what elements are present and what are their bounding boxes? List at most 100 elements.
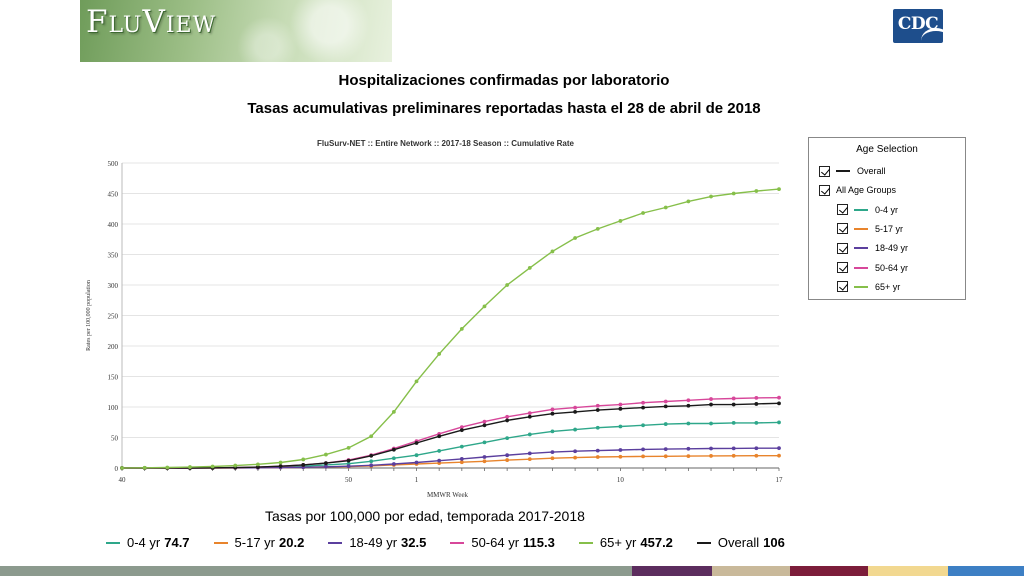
- data-point: [459, 428, 464, 433]
- data-point: [709, 421, 713, 426]
- data-point: [595, 408, 600, 412]
- legend-swatch: [836, 170, 850, 172]
- data-point: [278, 460, 283, 465]
- data-point: [391, 447, 396, 452]
- legend-swatch: [854, 285, 868, 288]
- data-point: [754, 420, 759, 425]
- summary-swatch: [106, 541, 120, 544]
- data-point: [573, 427, 578, 432]
- data-point: [686, 403, 691, 408]
- summary-swatch: [328, 541, 343, 544]
- data-point: [550, 429, 555, 434]
- summary-legend-item: 0-4 yr 74.7: [106, 535, 190, 550]
- data-point: [731, 191, 736, 196]
- data-point: [731, 453, 736, 458]
- data-point: [595, 226, 600, 231]
- legend-row[interactable]: 65+ yr: [837, 280, 900, 294]
- legend-row[interactable]: Overall: [819, 164, 886, 178]
- data-point: [754, 402, 759, 406]
- data-point: [618, 454, 623, 459]
- x-tick-label: 1: [415, 476, 419, 484]
- data-point: [686, 199, 691, 204]
- age-selection-panel: Age Selection Overall All Age Groups 0-4 y…: [808, 137, 966, 300]
- summary-legend-item: 5-17 yr 20.2: [213, 535, 305, 550]
- data-point: [731, 396, 736, 401]
- data-point: [709, 194, 713, 199]
- data-point: [641, 447, 645, 452]
- data-point: [754, 446, 759, 451]
- data-point: [641, 454, 645, 459]
- data-point: [754, 189, 759, 193]
- data-point: [323, 464, 328, 469]
- legend-row[interactable]: 18-49 yr: [837, 241, 908, 255]
- legend-row[interactable]: 50-64 yr: [837, 261, 908, 275]
- legend-row[interactable]: 0-4 yr: [837, 203, 898, 217]
- checkbox-checked-icon[interactable]: [837, 223, 848, 235]
- series-line: [121, 188, 780, 469]
- summary-value: 457.2: [640, 535, 673, 550]
- summary-legend-item: 50-64 yr 115.3: [450, 535, 555, 550]
- data-point: [550, 456, 555, 461]
- summary-legend-item: Overall 106: [696, 535, 785, 550]
- summary-value: 20.2: [279, 535, 305, 550]
- checkbox-checked-icon[interactable]: [837, 242, 848, 254]
- data-point: [346, 464, 351, 469]
- data-point: [369, 434, 374, 439]
- data-point: [527, 266, 532, 270]
- data-point: [709, 446, 713, 451]
- data-point: [686, 446, 691, 451]
- checkbox-checked-icon[interactable]: [819, 184, 830, 196]
- checkbox-checked-icon[interactable]: [837, 281, 848, 293]
- data-point: [210, 464, 215, 469]
- data-point: [550, 450, 555, 455]
- checkbox-checked-icon[interactable]: [837, 204, 848, 216]
- summary-swatch: [213, 541, 228, 544]
- data-point: [686, 398, 691, 403]
- data-point: [663, 422, 668, 426]
- data-point: [459, 327, 464, 331]
- data-point: [641, 405, 645, 410]
- checkbox-checked-icon[interactable]: [837, 262, 848, 273]
- data-point: [482, 459, 487, 464]
- footer-color-segment: [948, 566, 1024, 576]
- cdc-logo-text: CDC: [897, 14, 939, 34]
- data-point: [686, 454, 691, 459]
- data-point: [618, 448, 623, 452]
- y-tick-label: 400: [108, 221, 119, 229]
- data-point: [663, 447, 668, 451]
- data-point: [233, 463, 238, 468]
- y-tick-label: 450: [108, 191, 119, 199]
- data-point: [573, 405, 578, 410]
- y-tick-label: 0: [115, 465, 119, 473]
- summary-swatch: [696, 541, 711, 544]
- data-point: [459, 460, 464, 465]
- cumulative-rate-chart: FluSurv-NET :: Entire Network :: 2017-18…: [86, 139, 783, 499]
- data-point: [595, 403, 600, 408]
- banner-title: FluView: [86, 4, 217, 40]
- summary-value: 74.7: [164, 535, 190, 550]
- data-point: [663, 404, 668, 409]
- data-point: [482, 304, 487, 309]
- legend-label: 5-17 yr: [875, 223, 904, 234]
- data-point: [142, 465, 147, 470]
- page-subtitle: Tasas acumulativas preliminares reportad…: [247, 100, 761, 117]
- data-point: [414, 441, 419, 445]
- summary-value: 106: [763, 535, 785, 550]
- checkbox-checked-icon[interactable]: [819, 165, 830, 177]
- data-point: [369, 453, 374, 458]
- legend-row[interactable]: All Age Groups: [819, 183, 896, 197]
- footer-color-segment: [420, 566, 632, 576]
- data-point: [686, 421, 691, 426]
- data-point: [188, 465, 192, 469]
- legend-label: All Age Groups: [836, 185, 897, 196]
- summary-value: 115.3: [523, 535, 555, 550]
- footer-color-segment: [790, 566, 868, 576]
- data-point: [437, 458, 442, 463]
- legend-swatch: [854, 247, 868, 250]
- data-point: [777, 401, 781, 406]
- data-point: [641, 400, 645, 405]
- legend-swatch: [854, 266, 868, 269]
- legend-swatch: [854, 227, 868, 230]
- data-point: [550, 249, 555, 254]
- legend-row[interactable]: 5-17 yr: [837, 222, 903, 236]
